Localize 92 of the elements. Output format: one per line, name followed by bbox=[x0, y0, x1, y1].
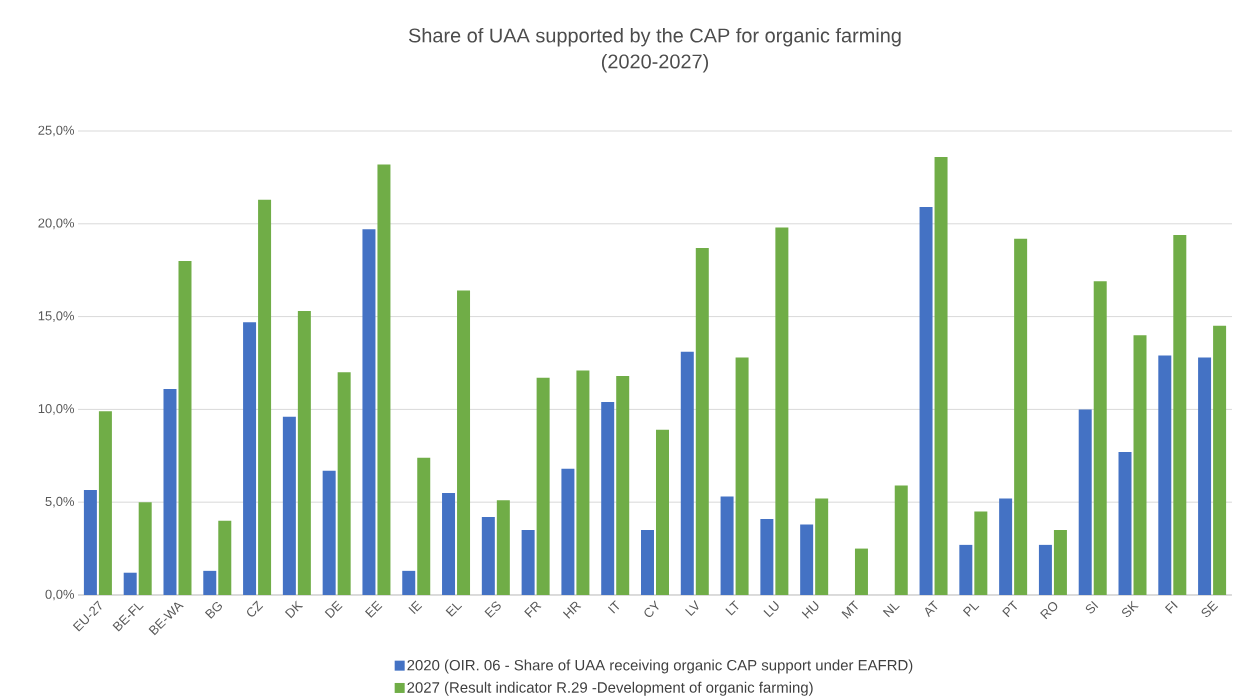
x-tick-label: LV bbox=[685, 600, 699, 617]
bar bbox=[402, 570, 416, 595]
x-tick-label: RO bbox=[1040, 602, 1058, 620]
x-tick-label: NL bbox=[882, 603, 900, 618]
bar bbox=[98, 411, 112, 595]
x-tick-label: MT bbox=[841, 600, 858, 619]
x-tick-label: AT bbox=[925, 600, 938, 618]
bar bbox=[457, 290, 471, 595]
y-tick-label: 0,0% bbox=[45, 589, 75, 601]
bar bbox=[1118, 452, 1132, 595]
bar bbox=[1198, 357, 1212, 595]
bar bbox=[297, 311, 311, 595]
x-tick-label: FI bbox=[1164, 600, 1178, 614]
bar bbox=[218, 520, 232, 595]
legend-label: 2020 (OIR. 06 - Share of UAA receiving organic CAP support under EAFRD) bbox=[407, 659, 913, 674]
y-tick-label: 25,0% bbox=[38, 125, 75, 137]
bar bbox=[1173, 234, 1187, 595]
bar bbox=[641, 530, 654, 595]
x-tick-label: EE bbox=[364, 600, 383, 618]
bar bbox=[695, 247, 709, 595]
x-tick-label: BG bbox=[204, 602, 223, 619]
x-tick-label: HR bbox=[562, 601, 582, 619]
bar bbox=[815, 498, 829, 595]
bar bbox=[203, 570, 217, 595]
x-tick-label: SK bbox=[1122, 600, 1139, 618]
bar bbox=[337, 372, 351, 595]
bar bbox=[362, 229, 376, 595]
bar bbox=[258, 199, 272, 595]
bar bbox=[999, 498, 1013, 595]
x-tick-label: DE bbox=[324, 600, 343, 619]
bar bbox=[83, 490, 97, 595]
x-tick-label: FR bbox=[524, 601, 542, 618]
bar bbox=[854, 548, 868, 595]
y-tick-label: 15,0% bbox=[38, 311, 75, 322]
bar bbox=[123, 572, 137, 595]
bar bbox=[243, 322, 257, 595]
bar bbox=[760, 518, 774, 595]
x-tick-label: HU bbox=[801, 600, 819, 619]
bar bbox=[1093, 281, 1107, 595]
x-tick-label: SE bbox=[1201, 600, 1219, 618]
bar bbox=[178, 260, 192, 595]
bar bbox=[417, 457, 431, 595]
bar bbox=[894, 485, 908, 595]
x-tick-label: ES bbox=[484, 601, 501, 618]
bar bbox=[1213, 325, 1227, 595]
x-tick-label: IT bbox=[607, 600, 620, 614]
bar bbox=[282, 416, 296, 595]
x-tick-label: LU bbox=[763, 600, 779, 618]
bar bbox=[377, 164, 391, 595]
bar bbox=[536, 377, 550, 595]
bar bbox=[1014, 238, 1028, 595]
x-tick-label: SI bbox=[1085, 600, 1099, 614]
bar bbox=[934, 156, 948, 595]
bar bbox=[481, 517, 495, 595]
x-tick-label: CY bbox=[644, 600, 659, 618]
bar bbox=[680, 351, 694, 595]
bar bbox=[561, 468, 575, 595]
x-tick-label: EL bbox=[445, 603, 463, 617]
bar bbox=[775, 227, 789, 595]
bar bbox=[616, 375, 630, 595]
bar bbox=[919, 207, 933, 595]
x-tick-label: LT bbox=[725, 600, 739, 616]
bar bbox=[1078, 409, 1092, 595]
legend-label: 2027 (Result indicator R.29 -Development of organic farming) bbox=[407, 681, 813, 696]
bar bbox=[974, 511, 988, 595]
bar bbox=[442, 492, 456, 595]
bar bbox=[1133, 335, 1147, 595]
bar bbox=[601, 401, 615, 595]
bar bbox=[800, 524, 814, 595]
x-tick-label: DK bbox=[284, 600, 304, 619]
bar bbox=[1053, 530, 1067, 595]
bar bbox=[959, 544, 973, 595]
x-tick-label: IE bbox=[408, 600, 423, 615]
y-tick-label: 10,0% bbox=[38, 404, 75, 415]
bar bbox=[656, 429, 669, 595]
x-tick-label: PT bbox=[1002, 600, 1018, 618]
chart-title: Share of UAA supported by the CAP for organic farming bbox=[408, 27, 901, 47]
bar bbox=[521, 530, 535, 595]
chart-subtitle: (2020-2027) bbox=[601, 53, 709, 73]
bar bbox=[138, 502, 152, 595]
bar bbox=[322, 470, 336, 595]
y-tick-label: 5,0% bbox=[45, 496, 75, 508]
y-tick-label: 20,0% bbox=[38, 218, 75, 230]
x-tick-label: PL bbox=[962, 603, 980, 617]
bar bbox=[576, 370, 590, 595]
bar bbox=[1038, 544, 1052, 595]
bar bbox=[496, 500, 510, 595]
bar bbox=[720, 496, 734, 595]
bar bbox=[735, 357, 749, 595]
x-tick-label: CZ bbox=[247, 600, 264, 617]
bar bbox=[163, 388, 177, 595]
bar bbox=[1158, 355, 1172, 595]
